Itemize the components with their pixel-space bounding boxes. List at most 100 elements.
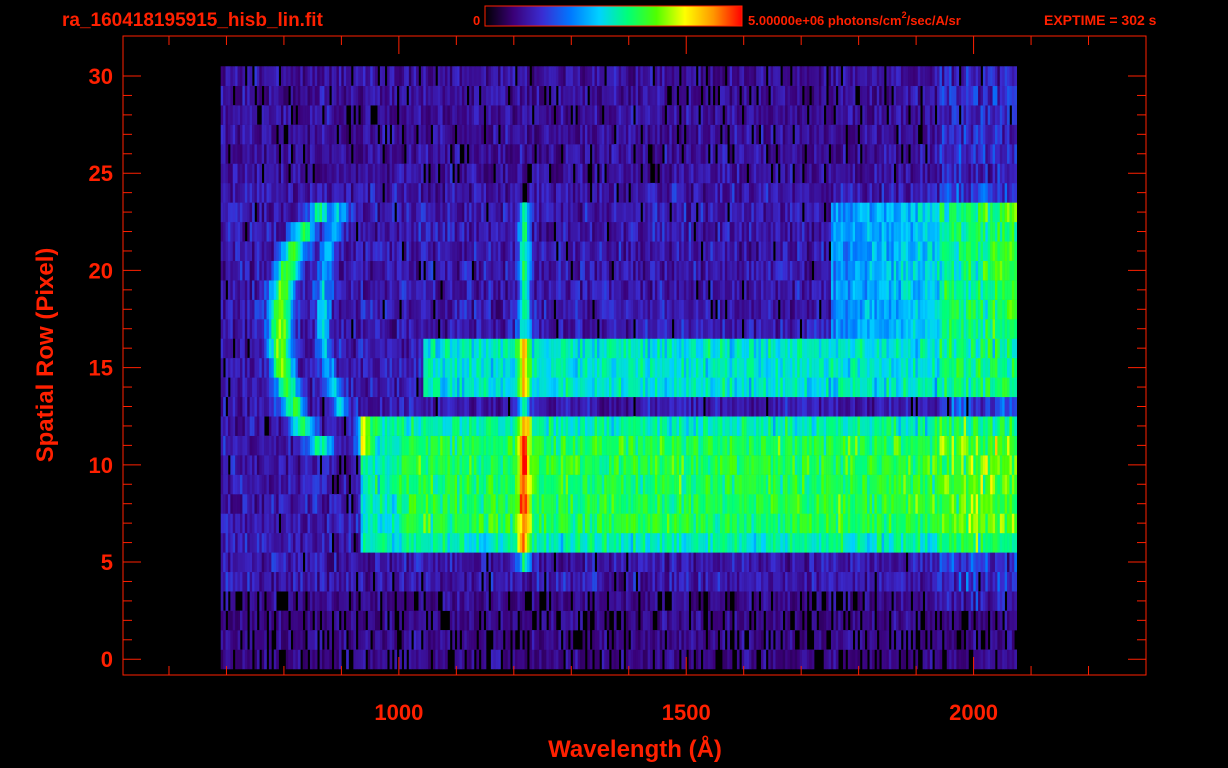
heatmap-cell: [645, 493, 648, 514]
heatmap-cell: [541, 377, 545, 398]
heatmap-cell: [565, 493, 569, 514]
heatmap-cell: [531, 649, 535, 670]
heatmap-cell: [423, 649, 427, 670]
heatmap-cell: [452, 571, 455, 592]
heatmap-cell: [879, 610, 882, 631]
heatmap-cell: [896, 630, 899, 650]
heatmap-cell: [396, 338, 400, 359]
heatmap-cell: [223, 474, 226, 495]
heatmap-cell: [563, 532, 566, 553]
heatmap-cell: [707, 416, 711, 436]
heatmap-cell: [232, 552, 236, 573]
heatmap-cell: [510, 552, 513, 573]
heatmap-cell: [888, 396, 892, 417]
heatmap-cell: [413, 571, 417, 592]
heatmap-cell: [471, 474, 475, 495]
heatmap-cell: [876, 357, 880, 378]
heatmap-cell: [261, 474, 265, 495]
heatmap-cell: [379, 338, 383, 359]
heatmap-cell: [741, 435, 745, 456]
heatmap-cell: [370, 455, 373, 475]
heatmap-cell: [551, 630, 554, 650]
heatmap-cell: [929, 649, 933, 670]
heatmap-cell: [442, 493, 446, 514]
heatmap-cell: [305, 416, 308, 436]
heatmap-cell: [927, 552, 931, 573]
heatmap-cell: [548, 377, 552, 398]
heatmap-cell: [1004, 416, 1008, 436]
heatmap-cell: [411, 571, 414, 592]
heatmap-cell: [674, 493, 677, 514]
heatmap-cell: [710, 357, 714, 378]
heatmap-cell: [577, 474, 581, 495]
heatmap-cell: [722, 416, 726, 436]
heatmap-cell: [652, 513, 656, 534]
heatmap-cell: [893, 649, 897, 670]
heatmap-cell: [734, 630, 738, 650]
heatmap-cell: [956, 532, 960, 553]
heatmap-cell: [804, 377, 808, 398]
heatmap-cell: [524, 377, 528, 398]
heatmap-cell: [565, 649, 569, 670]
heatmap-cell: [744, 591, 747, 611]
heatmap-cell: [502, 610, 506, 631]
heatmap-cell: [302, 630, 306, 650]
heatmap-cell: [780, 571, 784, 592]
heatmap-cell: [845, 532, 849, 553]
heatmap-cell: [295, 513, 299, 534]
heatmap-cell: [575, 513, 578, 534]
heatmap-cell: [773, 552, 776, 573]
heatmap-cell: [833, 552, 837, 573]
heatmap-cell: [925, 377, 928, 398]
heatmap-cell: [625, 649, 629, 670]
heatmap-cell: [563, 493, 566, 514]
heatmap-cell: [1002, 513, 1005, 534]
heatmap-cell: [350, 513, 354, 534]
heatmap-cell: [691, 649, 694, 670]
heatmap-cell: [630, 396, 634, 417]
heatmap-cell: [990, 474, 993, 495]
heatmap-cell: [420, 532, 424, 553]
heatmap-cell: [334, 377, 337, 398]
heatmap-cell: [425, 649, 429, 670]
heatmap-cell: [857, 435, 861, 456]
heatmap-cell: [276, 455, 279, 475]
heatmap-cell: [524, 396, 528, 417]
heatmap-cell: [461, 455, 465, 475]
heatmap-cell: [399, 649, 402, 670]
heatmap-cell: [413, 377, 417, 398]
heatmap-cell: [896, 610, 899, 631]
heatmap-cell: [510, 435, 513, 456]
heatmap-cell: [249, 377, 253, 398]
heatmap-cell: [281, 435, 284, 456]
heatmap-cell: [806, 649, 810, 670]
heatmap-cell: [987, 474, 991, 495]
heatmap-cell: [828, 435, 832, 456]
heatmap-cell: [635, 610, 639, 631]
heatmap-cell: [529, 552, 533, 573]
heatmap-cell: [925, 513, 928, 534]
heatmap-cell: [387, 513, 390, 534]
heatmap-cell: [322, 455, 325, 475]
heatmap-cell: [336, 649, 340, 670]
heatmap-cell: [951, 396, 955, 417]
heatmap-cell: [710, 532, 714, 553]
heatmap-cell: [893, 396, 897, 417]
heatmap-cell: [763, 552, 767, 573]
heatmap-cell: [792, 630, 796, 650]
heatmap-cell: [404, 649, 407, 670]
heatmap-cell: [871, 552, 875, 573]
heatmap-cell: [994, 630, 998, 650]
heatmap-cell: [676, 513, 680, 534]
heatmap-cell: [787, 435, 791, 456]
heatmap-cell: [1011, 493, 1015, 514]
heatmap-cell: [534, 474, 537, 495]
heatmap-cell: [290, 455, 294, 475]
heatmap-cell: [266, 338, 270, 359]
heatmap-cell: [640, 571, 644, 592]
heatmap-cell: [707, 455, 711, 475]
heatmap-cell: [223, 416, 226, 436]
heatmap-cell: [1011, 591, 1015, 611]
heatmap-cell: [683, 435, 687, 456]
heatmap-cell: [469, 396, 472, 417]
